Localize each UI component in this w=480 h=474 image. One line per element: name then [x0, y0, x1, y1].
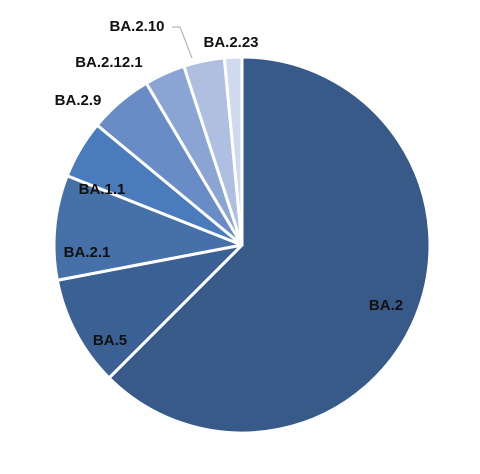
pie-label-ba-2: BA.2	[369, 297, 403, 314]
pie-label-ba-2-9: BA.2.9	[55, 92, 102, 109]
pie-slice-ba-5	[55, 243, 244, 380]
pie-slice-ba-2	[107, 55, 432, 435]
leader-line-ba-2-10	[172, 26, 193, 59]
pie-label-ba-5: BA.5	[93, 332, 127, 349]
pie-label-ba-1-1: BA.1.1	[79, 181, 126, 198]
pie-slices	[52, 55, 432, 435]
pie-label-ba-2-1: BA.2.1	[64, 244, 111, 261]
pie-label-ba-2-10: BA.2.10	[109, 18, 164, 35]
pie-slice-ba-2-23	[222, 55, 244, 247]
label-leader-lines	[172, 26, 193, 59]
pie-label-ba-2-12-1: BA.2.12.1	[75, 54, 143, 71]
pie-label-ba-2-23: BA.2.23	[203, 34, 258, 51]
pie-slice-ba-2-1	[52, 174, 244, 282]
pie-labels: BA.2 BA.5 BA.2.1 BA.1.1 BA.2.9 BA.2.12.1 BA.2.…	[55, 18, 403, 349]
